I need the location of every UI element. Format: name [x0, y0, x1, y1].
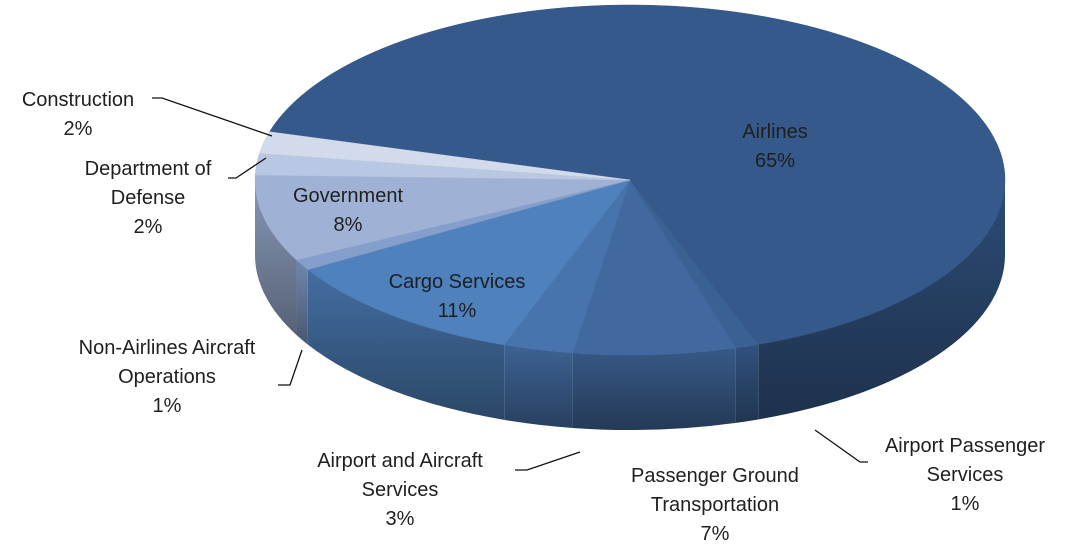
- leader-line: [515, 451, 581, 471]
- leader-line: [814, 429, 868, 463]
- slice-name: Airlines: [742, 121, 808, 143]
- slice-label: Government 8%: [268, 182, 428, 240]
- slice: [307, 179, 631, 346]
- slice-value-label: 8%: [333, 214, 363, 236]
- slice-label: Non-Airlines Aircraft Operations 1%: [67, 334, 267, 421]
- slice-value-label: 1%: [950, 493, 980, 515]
- slice-label: Department of Defense 2%: [73, 155, 223, 242]
- slice-name: Non-Airlines Aircraft Operations: [78, 337, 256, 388]
- leader-line: [228, 157, 267, 179]
- slice-name: Construction: [21, 89, 135, 111]
- slice: [269, 4, 1006, 345]
- slice-side: [504, 344, 573, 428]
- slice-label: Airport and Aircraft Services 3%: [295, 447, 505, 534]
- slice-side: [255, 180, 297, 335]
- slice: [259, 131, 631, 181]
- slice-side: [296, 259, 308, 345]
- slice-label: Passenger Ground Transportation 7%: [615, 462, 815, 549]
- slice-value-label: 2%: [63, 118, 93, 140]
- slice-label: Airport Passenger Services 1%: [865, 432, 1065, 519]
- slice-value-label: 7%: [700, 523, 730, 545]
- slice-name: Airport and Aircraft Services: [317, 450, 483, 501]
- slice-side: [307, 269, 505, 420]
- slice-label: Construction 2%: [3, 86, 153, 144]
- slice-name: Cargo Services: [388, 271, 526, 293]
- slice-name: Passenger Ground Transportation: [631, 465, 799, 516]
- slice-side: [735, 344, 759, 423]
- slice: [572, 179, 737, 356]
- slice-value-label: 2%: [133, 216, 163, 238]
- slice-value-label: 11%: [437, 300, 477, 322]
- slice-value-label: 3%: [385, 508, 415, 530]
- slice-side: [758, 180, 1005, 420]
- leader-line: [278, 349, 303, 386]
- slice-name: Airport Passenger Services: [884, 435, 1046, 486]
- slice-name: Government: [292, 185, 404, 207]
- slice-label: Cargo Services 11%: [357, 268, 557, 326]
- leader-line: [152, 97, 273, 137]
- slice: [254, 174, 631, 261]
- slice-value-label: 65%: [754, 150, 796, 172]
- slice-value-label: 1%: [152, 395, 182, 417]
- slice-name: Department of Defense: [84, 158, 212, 209]
- slice-side: [572, 347, 736, 430]
- slice-label: Airlines 65%: [695, 118, 855, 176]
